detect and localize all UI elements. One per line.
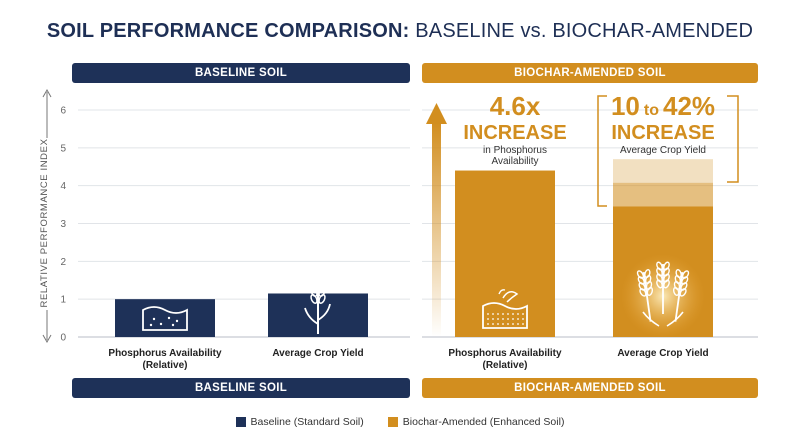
x-category-label: Average Crop Yield	[617, 348, 708, 359]
y-tick-label: 6	[60, 106, 66, 117]
baseline-panel-footer: BASELINE SOIL	[72, 378, 410, 398]
x-category-label: Average Crop Yield	[272, 348, 363, 359]
legend-swatch-biochar	[387, 417, 398, 427]
x-category-label: (Relative)	[142, 360, 187, 371]
chart-title: SOIL PERFORMANCE COMPARISON: BASELINE vs…	[0, 20, 800, 43]
increase-arrowhead	[426, 103, 447, 124]
title-strong: SOIL PERFORMANCE COMPARISON:	[46, 20, 410, 42]
phosphorus-subtitle-2: Availability	[491, 156, 538, 167]
bar-yield-range-outer	[613, 159, 713, 207]
legend-label-biochar: Biochar-Amended (Enhanced Soil)	[402, 416, 565, 428]
y-tick-label: 4	[60, 181, 66, 192]
yield-bracket-right	[727, 95, 739, 183]
biochar-panel-header: BIOCHAR-AMENDED SOIL	[422, 63, 758, 83]
phosphorus-subtitle-1: in Phosphorus	[483, 145, 547, 156]
wheat-icon	[304, 273, 331, 334]
yield-range-label: 10 to 42%	[611, 91, 715, 121]
soil-biochar-icon	[482, 289, 528, 329]
phosphorus-increase-label: INCREASE	[463, 122, 566, 144]
baseline-panel-header: BASELINE SOIL	[72, 63, 410, 83]
yield-bracket-left	[597, 95, 607, 207]
y-tick-label: 0	[60, 333, 66, 344]
soil-icon	[142, 306, 188, 331]
y-axis-arrowhead-down	[42, 334, 52, 344]
y-axis-arrowhead-up	[42, 88, 52, 98]
title-light: BASELINE vs. BIOCHAR-AMENDED	[415, 20, 754, 42]
legend-label-baseline: Baseline (Standard Soil)	[250, 416, 364, 428]
x-category-label: Phosphorus Availability	[448, 348, 562, 359]
x-category-label: Phosphorus Availability	[108, 348, 222, 359]
y-tick-label: 1	[60, 295, 66, 306]
legend-swatch-baseline	[235, 417, 246, 427]
yield-increase-label: INCREASE	[611, 122, 714, 144]
legend-item-biochar: Biochar-Amended (Enhanced Soil)	[387, 416, 565, 428]
biochar-panel-footer: BIOCHAR-AMENDED SOIL	[422, 378, 758, 398]
x-category-label: (Relative)	[482, 360, 527, 371]
yield-subtitle: Average Crop Yield	[620, 145, 706, 156]
y-tick-label: 5	[60, 143, 66, 154]
increase-arrow-shaft	[432, 122, 441, 337]
bar-yield-range-inner	[613, 182, 713, 207]
bar	[115, 299, 215, 337]
phosphorus-multiplier: 4.6x	[490, 91, 541, 121]
wheat-bundle-icon	[621, 254, 705, 338]
y-tick-label: 2	[60, 257, 66, 268]
y-tick-label: 3	[60, 219, 66, 230]
legend: Baseline (Standard Soil) Biochar-Amended…	[0, 416, 800, 428]
bar	[455, 170, 555, 337]
legend-item-baseline: Baseline (Standard Soil)	[235, 416, 364, 428]
y-axis-label: RELATIVE PERFORMANCE INDEX	[39, 138, 50, 307]
